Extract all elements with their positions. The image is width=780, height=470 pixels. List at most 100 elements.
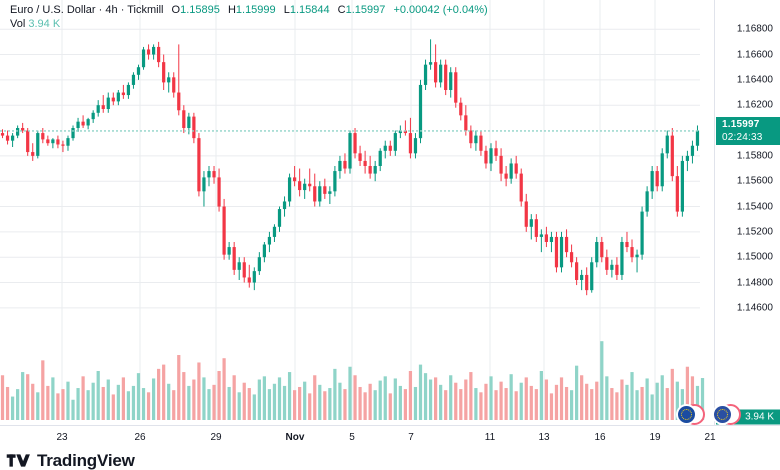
volume-bar xyxy=(292,390,297,420)
volume-bar xyxy=(428,379,433,420)
candle-body xyxy=(549,236,554,242)
time-tick-label: 29 xyxy=(210,432,222,443)
time-scale[interactable]: 23 26 29 Nov 5 7 11 13 16 19 21 xyxy=(0,425,780,448)
candle-body xyxy=(494,148,498,156)
candle-body xyxy=(212,171,216,178)
time-tick-label: 13 xyxy=(538,432,550,443)
volume-bar xyxy=(398,385,402,420)
candle-body xyxy=(76,121,80,128)
volume-bar xyxy=(368,383,372,420)
volume-bar xyxy=(569,390,574,420)
volume-bar xyxy=(308,393,312,420)
price-tick-label: 1.16600 xyxy=(736,49,773,61)
volume-bar xyxy=(695,385,700,420)
volume-bar xyxy=(635,390,639,420)
candle-body xyxy=(217,177,221,207)
volume-bar xyxy=(685,366,690,420)
current-price-badge[interactable]: 1.15997 02:24:33 xyxy=(716,116,780,145)
volume-bar xyxy=(262,376,266,420)
price-tick-label: 1.15400 xyxy=(736,201,773,213)
volume-bar xyxy=(167,383,171,420)
candle-body xyxy=(378,150,382,166)
candle-body xyxy=(192,116,196,139)
candle-body xyxy=(514,163,518,174)
candle-body xyxy=(106,97,110,109)
volume-bar xyxy=(489,376,493,420)
candle-body xyxy=(126,84,131,96)
volume-bar xyxy=(101,386,105,420)
flag-badge-eur[interactable] xyxy=(676,404,706,426)
time-tick-label: 19 xyxy=(649,432,661,443)
volume-bar xyxy=(217,371,221,420)
volume-bar xyxy=(298,386,302,420)
volume-bar xyxy=(287,372,292,420)
candle-body xyxy=(600,242,604,258)
candle-body xyxy=(680,160,684,212)
price-tick-label: 1.15000 xyxy=(736,251,773,263)
candle-body xyxy=(232,247,236,270)
volume-bar xyxy=(670,368,674,420)
volume-bar xyxy=(187,385,191,420)
volume-bar xyxy=(439,384,443,420)
volume-bar xyxy=(151,378,156,420)
candle-body xyxy=(308,183,312,187)
volume-bar xyxy=(700,378,705,420)
candle-body xyxy=(197,138,201,192)
volume-bar xyxy=(358,386,362,420)
candle-body xyxy=(650,171,654,192)
volume-bar xyxy=(580,375,584,420)
candle-body xyxy=(207,171,211,178)
time-tick-label: 26 xyxy=(134,432,146,443)
candle-body xyxy=(323,186,327,194)
candle-body xyxy=(509,163,513,179)
candle-body xyxy=(26,130,30,153)
price-scale[interactable]: 1.14600 1.14800 1.15000 1.15200 1.15400 1.156… xyxy=(714,0,780,425)
volume-bar xyxy=(590,389,594,420)
volume-bar xyxy=(348,366,352,420)
volume-bar xyxy=(403,389,408,420)
tradingview-wordmark: TradingView xyxy=(37,451,135,470)
eu-flag-icon xyxy=(676,404,697,425)
price-tick-label: 1.16400 xyxy=(736,74,773,86)
volume-bar xyxy=(408,371,413,420)
price-tick-label: 1.16200 xyxy=(736,99,773,111)
candle-body xyxy=(423,64,428,85)
volume-bar xyxy=(141,388,146,420)
candle-series xyxy=(0,39,700,296)
candle-body xyxy=(635,254,639,258)
volume-bar xyxy=(252,394,256,420)
candle-body xyxy=(358,153,362,161)
chart-plot-area[interactable] xyxy=(0,0,714,425)
volume-bar xyxy=(0,375,5,420)
volume-bar xyxy=(116,384,120,420)
volume-bar xyxy=(157,368,161,420)
volume-bar xyxy=(61,389,65,420)
candle-body xyxy=(459,102,463,116)
volume-bar xyxy=(66,381,70,420)
candle-body xyxy=(328,191,332,194)
volume-bar xyxy=(172,390,176,420)
volume-bar xyxy=(131,385,136,420)
candle-body xyxy=(81,121,85,126)
candle-body xyxy=(66,138,70,146)
volume-bar xyxy=(474,388,478,420)
flag-badge-usd[interactable] xyxy=(712,404,742,426)
tradingview-logo[interactable]: TradingView xyxy=(6,451,135,470)
candle-body xyxy=(131,74,136,85)
volume-bar xyxy=(378,380,382,420)
volume-bar xyxy=(449,375,453,420)
candle-body xyxy=(504,173,508,179)
candle-body xyxy=(655,171,659,187)
volume-bar xyxy=(56,393,60,420)
price-tick-label: 1.14800 xyxy=(736,277,773,289)
candle-body xyxy=(222,206,226,255)
candle-body xyxy=(675,176,679,212)
volume-bar xyxy=(464,379,468,420)
volume-bar xyxy=(665,388,669,420)
candle-body xyxy=(116,92,120,102)
candle-body xyxy=(121,92,125,96)
candle-body xyxy=(690,145,695,156)
candle-body xyxy=(272,226,277,237)
volume-bar xyxy=(514,391,518,420)
